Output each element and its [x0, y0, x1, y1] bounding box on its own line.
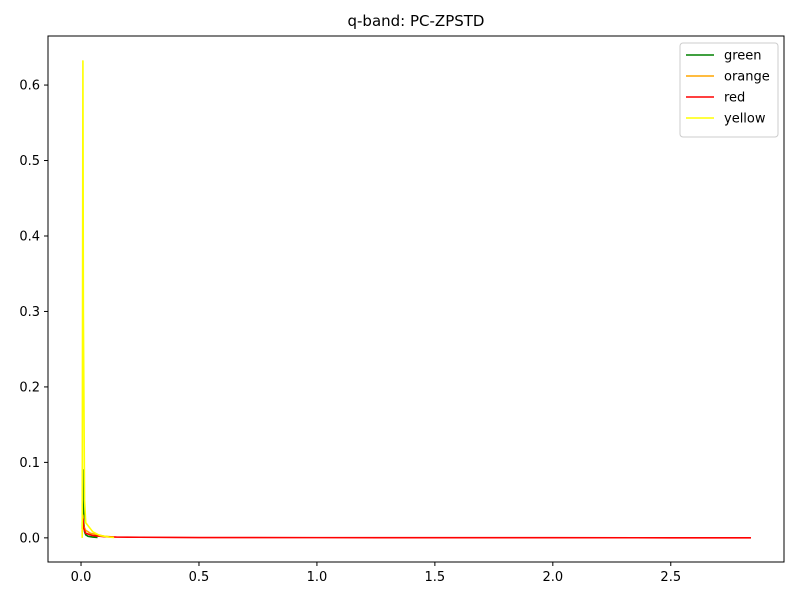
series-group [81, 60, 751, 539]
x-tick-label: 2.0 [542, 570, 563, 585]
legend-box [679, 42, 779, 138]
legend: green orange red yellow [679, 42, 779, 138]
y-tick-label: 0.3 [19, 305, 40, 320]
x-tick-label: 1.0 [307, 570, 328, 585]
axes-frame [47, 35, 785, 563]
y-tick-label: 0.2 [19, 380, 40, 395]
y-tick-label: 0.0 [19, 531, 40, 546]
legend-label-red: red [724, 91, 745, 106]
legend-label-yellow: yellow [724, 112, 766, 127]
y-tick-label: 0.6 [19, 79, 40, 94]
y-tick-label: 0.1 [19, 456, 40, 471]
series-line-yellow [81, 60, 115, 539]
legend-label-orange: orange [724, 70, 770, 85]
legend-label-green: green [724, 49, 762, 64]
x-tick-label: 2.5 [660, 570, 681, 585]
x-axis: 0.0 0.5 1.0 1.5 2.0 2.5 [71, 562, 681, 585]
y-tick-label: 0.5 [19, 154, 40, 169]
x-tick-label: 0.5 [189, 570, 210, 585]
y-tick-label: 0.4 [19, 229, 40, 244]
chart-title: q-band: PC-ZPSTD [348, 12, 485, 30]
series-line-red [81, 518, 751, 539]
x-tick-label: 0.0 [71, 570, 92, 585]
y-axis: 0.0 0.1 0.2 0.3 0.4 0.5 0.6 [19, 79, 48, 546]
x-tick-label: 1.5 [425, 570, 446, 585]
